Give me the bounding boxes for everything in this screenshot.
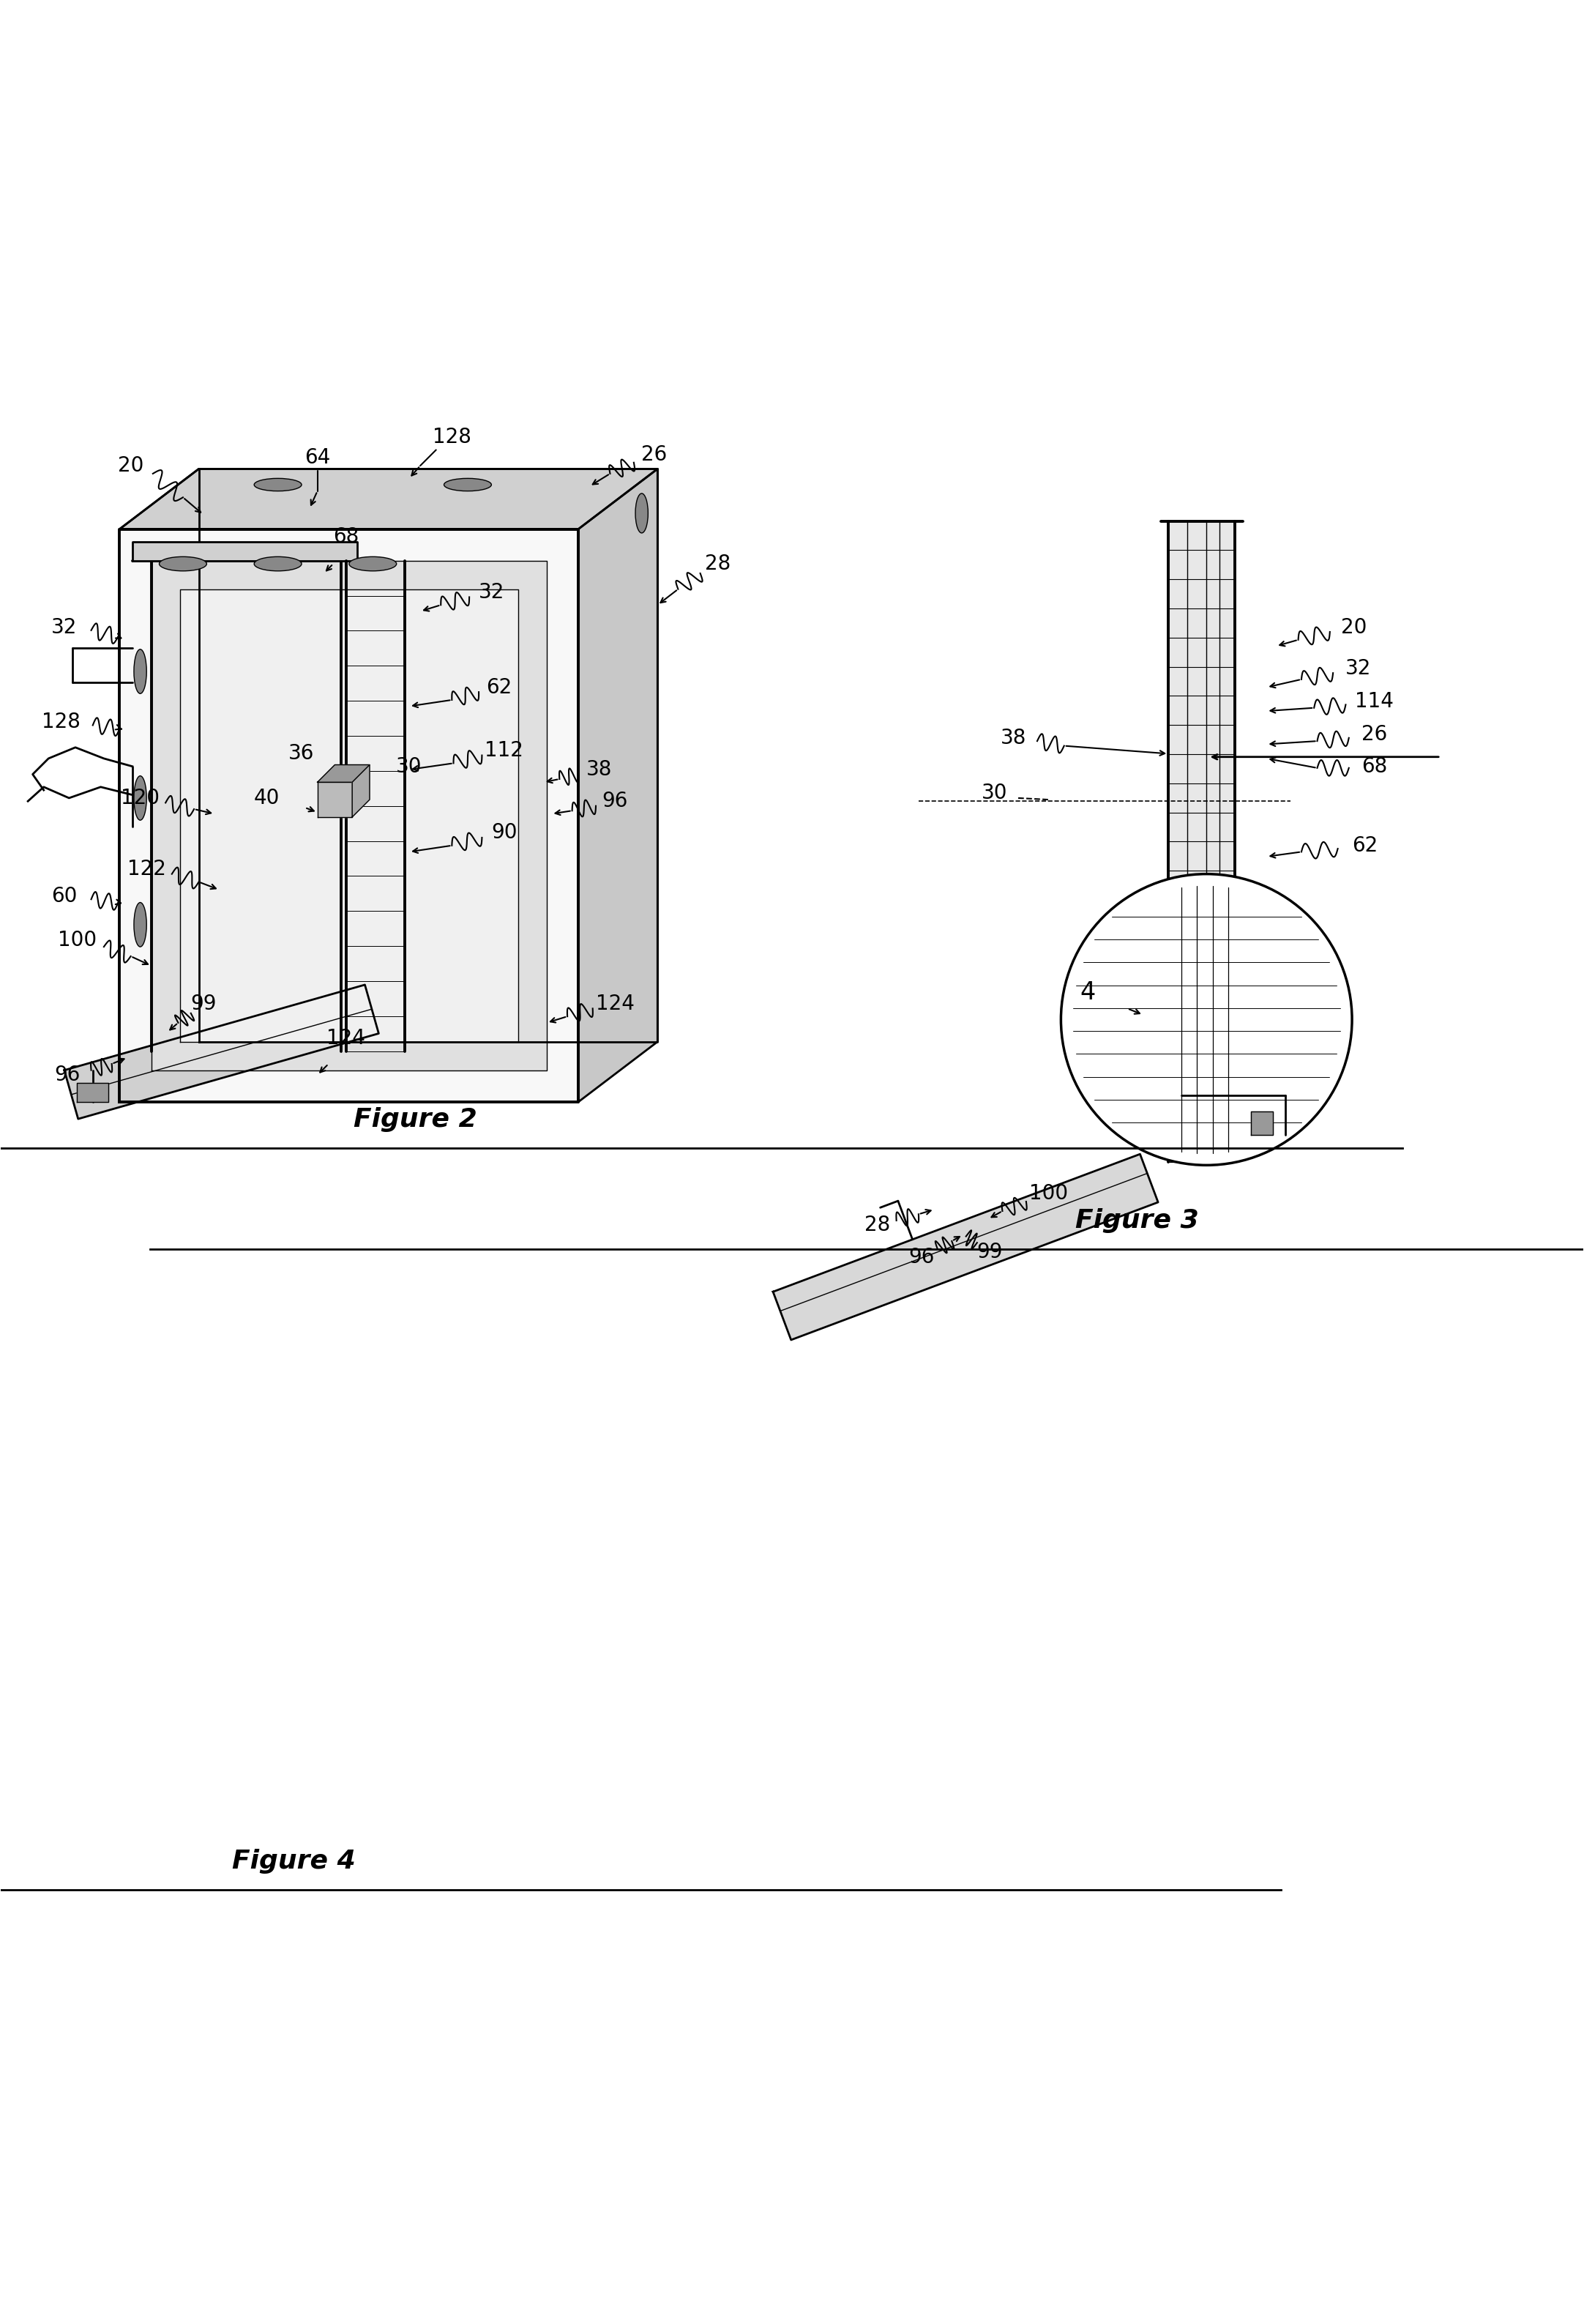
- Text: 38: 38: [586, 760, 611, 781]
- Text: 20: 20: [117, 456, 144, 476]
- Text: 32: 32: [51, 616, 78, 637]
- Text: 112: 112: [485, 741, 523, 760]
- Ellipse shape: [253, 479, 301, 490]
- Text: 28: 28: [865, 1215, 890, 1236]
- Polygon shape: [773, 1155, 1158, 1341]
- Polygon shape: [1251, 1111, 1274, 1134]
- Polygon shape: [65, 985, 379, 1118]
- Text: 28: 28: [705, 553, 730, 574]
- Polygon shape: [120, 469, 657, 530]
- Text: 62: 62: [1351, 834, 1378, 855]
- Polygon shape: [352, 765, 369, 818]
- Polygon shape: [152, 765, 341, 806]
- Polygon shape: [1169, 521, 1236, 1162]
- Text: 128: 128: [432, 428, 470, 449]
- Text: 68: 68: [333, 528, 360, 546]
- Polygon shape: [152, 1011, 341, 1050]
- Polygon shape: [152, 969, 341, 1011]
- Polygon shape: [152, 683, 341, 725]
- Text: 128: 128: [41, 711, 81, 732]
- Polygon shape: [152, 806, 341, 846]
- Text: 30: 30: [982, 783, 1007, 804]
- Ellipse shape: [135, 776, 147, 820]
- Polygon shape: [152, 930, 341, 969]
- Ellipse shape: [635, 493, 648, 532]
- Polygon shape: [152, 888, 341, 930]
- Text: 32: 32: [478, 581, 504, 602]
- Text: 40: 40: [253, 788, 280, 809]
- Polygon shape: [152, 641, 341, 683]
- Ellipse shape: [135, 902, 147, 946]
- Ellipse shape: [348, 558, 396, 572]
- Text: 20: 20: [1340, 616, 1367, 637]
- Circle shape: [1061, 874, 1353, 1164]
- Text: 30: 30: [396, 755, 423, 776]
- Polygon shape: [120, 530, 578, 1102]
- Ellipse shape: [253, 558, 301, 572]
- Text: 99: 99: [977, 1241, 1003, 1262]
- Text: 4: 4: [1080, 981, 1096, 1004]
- Text: 60: 60: [51, 885, 78, 906]
- Text: Figure 2: Figure 2: [353, 1106, 477, 1132]
- Text: Figure 4: Figure 4: [231, 1850, 355, 1873]
- Text: 99: 99: [190, 992, 217, 1013]
- Text: 38: 38: [1001, 727, 1026, 748]
- Polygon shape: [345, 560, 404, 1050]
- Polygon shape: [578, 469, 657, 1102]
- Ellipse shape: [135, 648, 147, 693]
- Polygon shape: [152, 560, 546, 1071]
- Text: 36: 36: [288, 744, 315, 765]
- Text: Figure 3: Figure 3: [1076, 1208, 1199, 1234]
- Text: 64: 64: [304, 449, 331, 467]
- Text: 124: 124: [596, 992, 634, 1013]
- Polygon shape: [152, 725, 341, 765]
- Text: 100: 100: [1030, 1183, 1068, 1204]
- Ellipse shape: [444, 479, 491, 490]
- Polygon shape: [152, 602, 341, 641]
- Polygon shape: [152, 560, 341, 602]
- Polygon shape: [133, 541, 356, 560]
- Text: 96: 96: [909, 1246, 935, 1267]
- Polygon shape: [317, 765, 369, 783]
- Text: 122: 122: [127, 860, 166, 878]
- Text: 100: 100: [57, 930, 97, 951]
- Text: 62: 62: [486, 676, 512, 697]
- Ellipse shape: [160, 558, 206, 572]
- Text: 96: 96: [54, 1064, 81, 1085]
- Polygon shape: [152, 846, 341, 888]
- Text: 26: 26: [642, 444, 667, 465]
- Text: 32: 32: [1345, 658, 1372, 679]
- Polygon shape: [198, 469, 657, 1041]
- Text: 26: 26: [1361, 725, 1388, 746]
- Text: 96: 96: [602, 790, 627, 811]
- Polygon shape: [317, 783, 352, 818]
- Text: 114: 114: [1354, 690, 1394, 711]
- Text: 120: 120: [120, 788, 160, 809]
- Polygon shape: [179, 590, 518, 1041]
- Text: 68: 68: [1361, 755, 1388, 776]
- Polygon shape: [78, 1083, 109, 1102]
- Text: 124: 124: [326, 1027, 366, 1048]
- Text: 90: 90: [491, 823, 516, 844]
